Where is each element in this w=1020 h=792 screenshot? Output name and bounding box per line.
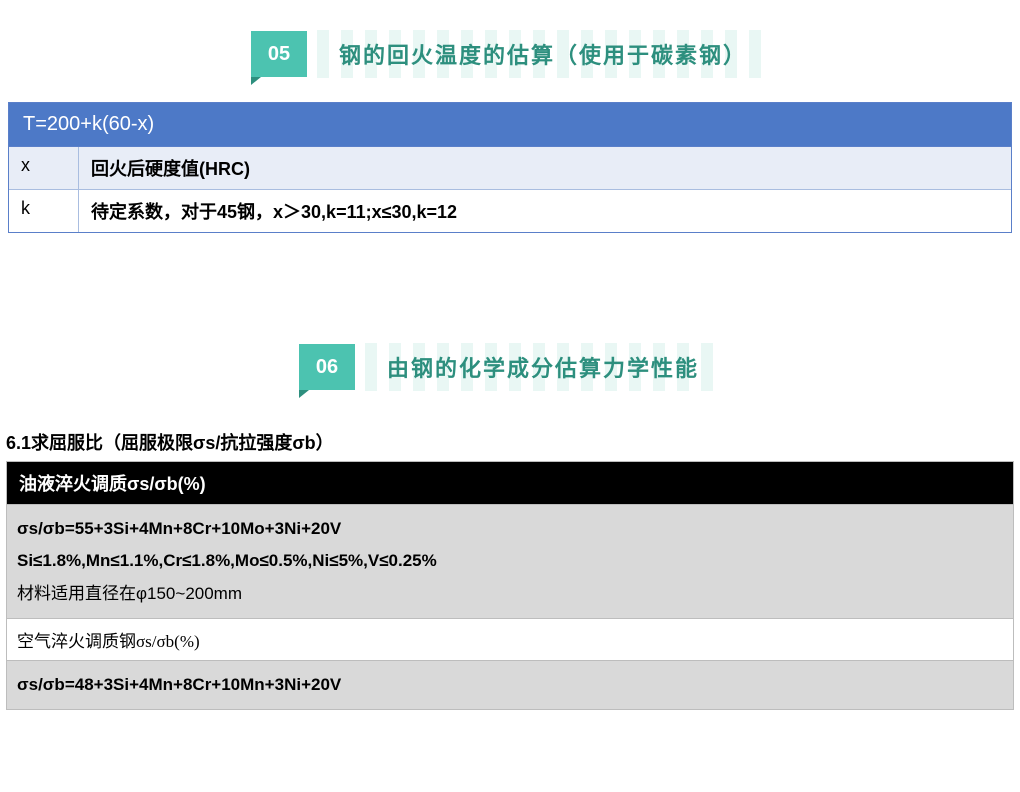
formula-cell: T=200+k(60-x) — [9, 103, 1011, 147]
section-badge: 05 — [251, 31, 307, 77]
section-title: 由钢的化学成分估算力学性能 — [365, 343, 721, 391]
table-cell-gray: σs/σb=48+3Si+4Mn+8Cr+10Mn+3Ni+20V — [7, 660, 1013, 709]
section-header-06: 06 由钢的化学成分估算力学性能 — [0, 343, 1020, 391]
formula-line: σs/σb=48+3Si+4Mn+8Cr+10Mn+3Ni+20V — [17, 669, 1003, 701]
param-val: 回火后硬度值(HRC) — [79, 147, 1011, 189]
param-key: x — [9, 147, 79, 189]
section-badge: 06 — [299, 344, 355, 390]
subsection-heading: 6.1求屈服比（屈服极限σs/抗拉强度σb） — [6, 429, 1014, 455]
badge-notch — [251, 77, 261, 85]
table-row: x 回火后硬度值(HRC) — [9, 147, 1011, 189]
constraint-line: Si≤1.8%,Mn≤1.1%,Cr≤1.8%,Mo≤0.5%,Ni≤5%,V≤… — [17, 545, 1003, 577]
table-cell-gray: σs/σb=55+3Si+4Mn+8Cr+10Mo+3Ni+20V Si≤1.8… — [7, 504, 1013, 618]
section-title: 钢的回火温度的估算（使用于碳素钢） — [317, 30, 769, 78]
table-row: k 待定系数，对于45钢，x＞30,k=11;x≤30,k=12 — [9, 189, 1011, 232]
formula-table: T=200+k(60-x) x 回火后硬度值(HRC) k 待定系数，对于45钢… — [8, 102, 1012, 233]
badge-wrap: 06 — [299, 344, 355, 390]
table-body: x 回火后硬度值(HRC) k 待定系数，对于45钢，x＞30,k=11;x≤3… — [9, 147, 1011, 232]
spacer — [0, 233, 1020, 313]
table-cell-white: 空气淬火调质钢σs/σb(%) — [7, 618, 1013, 660]
param-key: k — [9, 190, 79, 232]
table-header-black: 油液淬火调质σs/σb(%) — [7, 462, 1013, 504]
note-line: 材料适用直径在φ150~200mm — [17, 578, 1003, 610]
param-val: 待定系数，对于45钢，x＞30,k=11;x≤30,k=12 — [79, 190, 1011, 232]
section-header-05: 05 钢的回火温度的估算（使用于碳素钢） — [0, 30, 1020, 78]
badge-notch — [299, 390, 309, 398]
formula-line: σs/σb=55+3Si+4Mn+8Cr+10Mo+3Ni+20V — [17, 513, 1003, 545]
properties-table: 油液淬火调质σs/σb(%) σs/σb=55+3Si+4Mn+8Cr+10Mo… — [6, 461, 1014, 710]
badge-wrap: 05 — [251, 31, 307, 77]
